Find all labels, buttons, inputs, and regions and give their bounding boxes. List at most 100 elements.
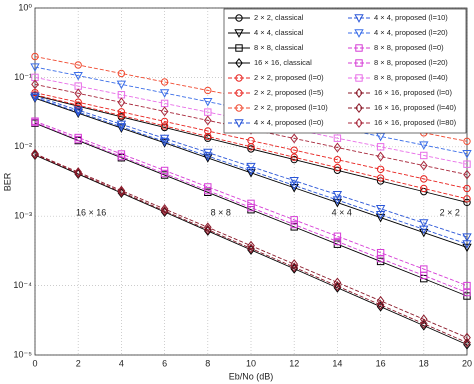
x-tick-label: 20 bbox=[462, 358, 472, 368]
marker bbox=[160, 106, 169, 117]
legend-label: 16 × 16, proposed (l=80) bbox=[374, 118, 457, 127]
legend-box bbox=[223, 8, 467, 134]
x-tick-label: 6 bbox=[162, 358, 167, 368]
y-axis-label: BER bbox=[2, 172, 12, 191]
marker bbox=[74, 133, 82, 142]
legend-marker bbox=[355, 103, 363, 113]
legend-marker bbox=[355, 59, 363, 67]
legend-label: 8 × 8, proposed (l=40) bbox=[374, 73, 448, 82]
marker bbox=[204, 132, 212, 141]
marker bbox=[463, 288, 471, 297]
series-line bbox=[34, 92, 468, 189]
marker bbox=[376, 299, 385, 310]
marker bbox=[247, 240, 255, 251]
marker bbox=[204, 183, 212, 191]
marker bbox=[116, 124, 127, 133]
marker bbox=[159, 89, 170, 98]
x-tick-label: 18 bbox=[419, 358, 429, 368]
marker bbox=[117, 187, 126, 198]
marker bbox=[419, 318, 428, 329]
legend-label: 4 × 4, proposed (l=0) bbox=[254, 118, 324, 127]
marker bbox=[420, 184, 428, 193]
marker bbox=[74, 88, 83, 99]
marker bbox=[160, 166, 169, 175]
marker bbox=[117, 69, 126, 78]
x-tick-label: 4 bbox=[119, 358, 124, 368]
marker bbox=[160, 78, 169, 86]
marker bbox=[247, 203, 255, 212]
marker bbox=[30, 92, 40, 102]
marker bbox=[376, 295, 385, 306]
marker bbox=[73, 106, 83, 116]
series-line bbox=[34, 154, 468, 343]
marker bbox=[203, 115, 212, 126]
legend-marker bbox=[354, 14, 364, 23]
series-line bbox=[34, 95, 468, 238]
marker bbox=[420, 151, 428, 160]
marker bbox=[376, 248, 385, 257]
marker bbox=[462, 243, 472, 253]
x-tick-label: 10 bbox=[246, 358, 256, 368]
marker bbox=[333, 134, 342, 142]
marker bbox=[419, 314, 428, 325]
marker bbox=[463, 169, 471, 180]
legend-marker bbox=[234, 119, 244, 128]
marker bbox=[375, 205, 386, 214]
y-tick-label: 10⁻⁵ bbox=[14, 349, 33, 359]
marker bbox=[117, 111, 126, 120]
marker bbox=[74, 168, 83, 179]
legend-marker bbox=[235, 89, 243, 97]
legend-marker bbox=[235, 14, 243, 22]
marker bbox=[290, 146, 298, 154]
marker bbox=[203, 154, 213, 163]
y-tick-label: 10⁰ bbox=[18, 2, 32, 12]
marker bbox=[117, 97, 126, 108]
marker bbox=[159, 139, 170, 148]
marker bbox=[290, 259, 299, 270]
x-tick-label: 14 bbox=[332, 358, 342, 368]
marker bbox=[30, 63, 40, 72]
marker bbox=[376, 151, 385, 162]
marker bbox=[333, 277, 342, 288]
marker bbox=[376, 174, 385, 182]
marker bbox=[419, 141, 429, 150]
marker bbox=[159, 134, 170, 144]
marker bbox=[290, 133, 299, 144]
marker bbox=[117, 108, 126, 116]
marker bbox=[289, 181, 299, 191]
marker bbox=[31, 52, 39, 61]
marker bbox=[159, 137, 170, 147]
marker bbox=[31, 148, 39, 159]
y-tick-label: 10⁻³ bbox=[14, 211, 32, 221]
marker bbox=[333, 166, 342, 174]
marker bbox=[333, 282, 342, 293]
series-line bbox=[34, 97, 468, 248]
legend-label: 8 × 8, proposed (l=20) bbox=[374, 58, 448, 67]
legend-marker bbox=[235, 74, 243, 82]
marker bbox=[332, 196, 343, 205]
x-tick-label: 0 bbox=[32, 358, 37, 368]
legend-label: 2 × 2, proposed (l=0) bbox=[254, 73, 324, 82]
annotation: 16 × 16 bbox=[76, 208, 106, 218]
x-tick-label: 8 bbox=[205, 358, 210, 368]
marker bbox=[74, 98, 82, 106]
y-tick-label: 10⁻¹ bbox=[14, 72, 32, 82]
marker bbox=[247, 244, 255, 255]
legend-marker bbox=[355, 88, 363, 98]
legend-label: 2 × 2, proposed (l=10) bbox=[254, 103, 328, 112]
marker bbox=[463, 198, 471, 207]
legend-marker bbox=[234, 29, 244, 38]
marker bbox=[333, 155, 342, 164]
marker bbox=[204, 86, 212, 95]
marker bbox=[247, 199, 255, 208]
annotation: 2 × 2 bbox=[440, 208, 460, 218]
marker bbox=[31, 117, 39, 125]
marker bbox=[247, 145, 255, 153]
marker bbox=[376, 301, 385, 312]
marker bbox=[204, 127, 212, 135]
legend: 2 × 2, classical 4 × 4, classical 8 × 8, c… bbox=[223, 8, 467, 134]
series-line bbox=[34, 122, 468, 297]
legend-label: 16 × 16, proposed (l=0) bbox=[374, 88, 452, 97]
marker bbox=[463, 281, 471, 290]
marker bbox=[30, 93, 40, 103]
